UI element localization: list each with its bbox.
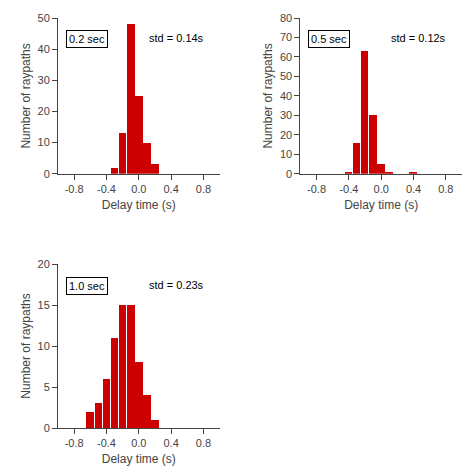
svg-text:40: 40 — [38, 43, 50, 55]
svg-text:-0.8: -0.8 — [65, 437, 84, 449]
svg-text:Delay time (s): Delay time (s) — [344, 198, 418, 212]
svg-text:70: 70 — [280, 31, 292, 43]
svg-text:0.2 sec: 0.2 sec — [69, 33, 105, 45]
svg-text:10: 10 — [280, 148, 292, 160]
svg-text:0: 0 — [44, 168, 50, 180]
svg-text:0.0: 0.0 — [374, 183, 389, 195]
svg-text:50: 50 — [280, 70, 292, 82]
svg-text:Delay time (s): Delay time (s) — [102, 452, 176, 466]
svg-text:std = 0.23s: std = 0.23s — [149, 279, 204, 291]
svg-text:60: 60 — [280, 51, 292, 63]
svg-text:Number of raypaths: Number of raypaths — [261, 43, 275, 148]
svg-text:-0.4: -0.4 — [97, 183, 116, 195]
svg-text:0.0: 0.0 — [131, 183, 146, 195]
svg-text:Number of raypaths: Number of raypaths — [19, 293, 33, 398]
svg-text:std = 0.12s: std = 0.12s — [391, 32, 446, 44]
svg-text:30: 30 — [38, 74, 50, 86]
svg-text:0.8: 0.8 — [196, 183, 211, 195]
svg-text:-0.4: -0.4 — [339, 183, 358, 195]
svg-text:1.0 sec: 1.0 sec — [69, 280, 105, 292]
svg-text:15: 15 — [38, 299, 50, 311]
svg-text:0: 0 — [286, 168, 292, 180]
svg-text:-0.4: -0.4 — [97, 437, 116, 449]
svg-text:0.0: 0.0 — [131, 437, 146, 449]
svg-text:20: 20 — [38, 105, 50, 117]
svg-text:std = 0.14s: std = 0.14s — [149, 32, 204, 44]
svg-text:5: 5 — [44, 381, 50, 393]
svg-text:80: 80 — [280, 12, 292, 24]
svg-text:0.5 sec: 0.5 sec — [311, 33, 347, 45]
svg-text:20: 20 — [38, 258, 50, 270]
svg-text:30: 30 — [280, 109, 292, 121]
svg-text:0.4: 0.4 — [406, 183, 421, 195]
svg-text:0.8: 0.8 — [438, 183, 453, 195]
svg-text:20: 20 — [280, 129, 292, 141]
svg-text:Delay time (s): Delay time (s) — [102, 198, 176, 212]
svg-text:0.4: 0.4 — [163, 437, 178, 449]
svg-text:-0.8: -0.8 — [65, 183, 84, 195]
svg-text:0: 0 — [44, 422, 50, 434]
svg-text:Number of raypaths: Number of raypaths — [19, 43, 33, 148]
svg-text:40: 40 — [280, 90, 292, 102]
svg-text:0.4: 0.4 — [163, 183, 178, 195]
svg-text:0.8: 0.8 — [196, 437, 211, 449]
svg-text:10: 10 — [38, 136, 50, 148]
svg-text:10: 10 — [38, 340, 50, 352]
svg-text:50: 50 — [38, 12, 50, 24]
svg-text:-0.8: -0.8 — [307, 183, 326, 195]
